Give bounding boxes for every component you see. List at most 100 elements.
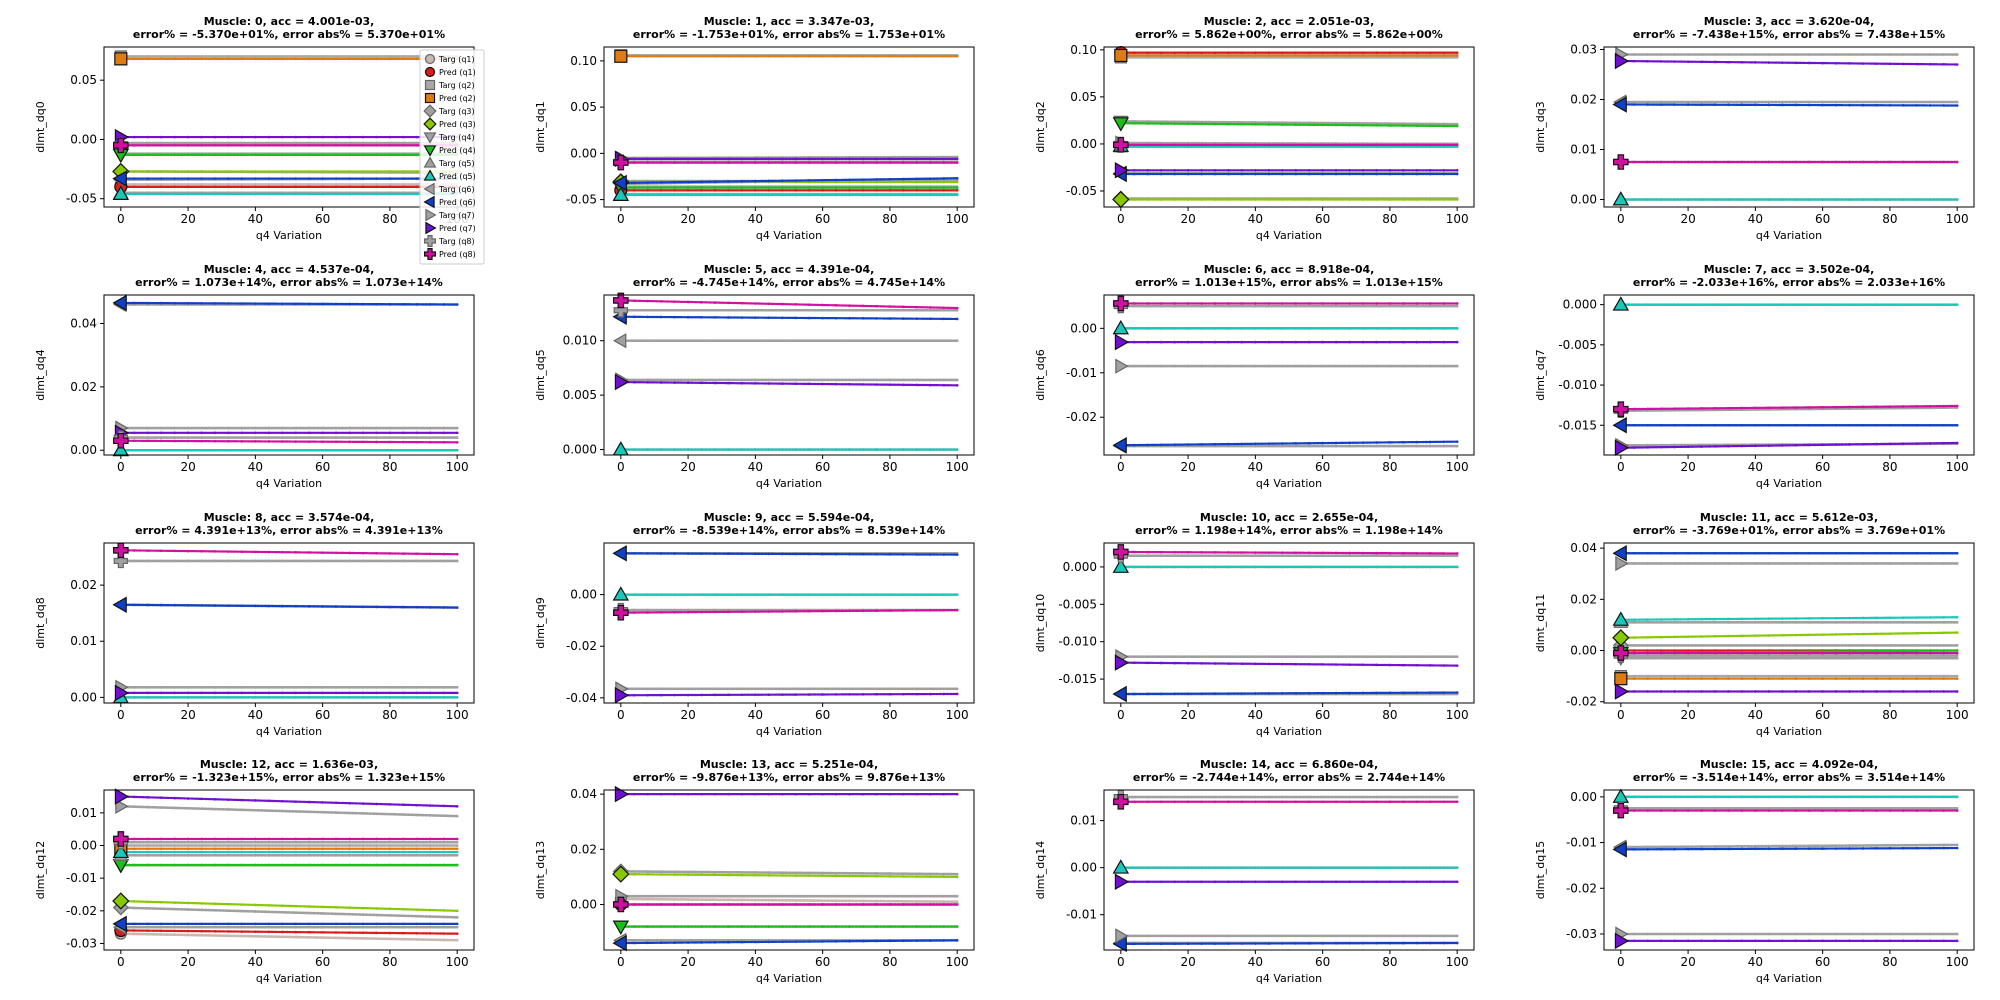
series-dot — [1861, 651, 1865, 655]
x-tick-label: 0 — [1617, 212, 1625, 226]
series-dot — [402, 925, 405, 929]
series-dot — [754, 339, 757, 343]
axes-frame — [603, 294, 975, 456]
series-dot — [361, 837, 365, 841]
series-dot — [1334, 198, 1338, 201]
series-dot — [1659, 635, 1663, 639]
x-tick-label: 40 — [748, 708, 763, 722]
series-dot — [402, 914, 405, 918]
series-dot — [767, 382, 771, 385]
series-dot — [132, 844, 136, 847]
series-dot — [348, 931, 351, 934]
y-axis-label: dlmt_dq9 — [534, 597, 547, 649]
series-dot — [928, 448, 932, 451]
series-dot — [834, 871, 838, 875]
series-dot — [1955, 615, 1959, 619]
series-dot — [686, 189, 690, 192]
series-group — [619, 299, 959, 451]
series-dot — [173, 854, 176, 857]
subplot-title: error% = -7.438e+15%, error abs% = 7.438… — [1633, 28, 1945, 41]
series-dot — [659, 873, 663, 876]
series-dot — [1754, 160, 1757, 164]
series-dot — [1200, 327, 1203, 330]
series-dot — [848, 903, 851, 906]
series-dot — [1294, 691, 1298, 695]
series-dot — [1632, 654, 1636, 657]
series-dot — [227, 902, 230, 906]
series-dot — [754, 687, 757, 691]
series-dot — [1767, 423, 1771, 427]
series-dot — [686, 939, 690, 942]
series-dot — [173, 844, 176, 847]
series-dot — [902, 189, 905, 192]
series-dot — [200, 153, 203, 157]
series-dot — [334, 55, 338, 58]
series-dot — [348, 837, 351, 841]
series-dot — [428, 844, 432, 847]
series-dot — [267, 935, 271, 938]
x-tick-label: 20 — [680, 212, 695, 226]
series-dot — [1700, 621, 1703, 624]
series-dot — [159, 837, 163, 841]
series-dot — [334, 850, 338, 854]
series-dot — [915, 900, 919, 903]
series-dot — [659, 939, 663, 942]
series-dot — [1442, 364, 1446, 368]
series-dot — [1928, 442, 1932, 445]
series-dot — [1673, 690, 1676, 693]
series-dot — [673, 792, 676, 796]
series-dot — [1254, 143, 1257, 147]
series-dot — [1686, 100, 1690, 104]
series-dot — [888, 193, 892, 197]
x-tick-label: 0 — [1617, 460, 1625, 474]
series-dot — [1902, 198, 1905, 201]
series-dot — [348, 183, 351, 186]
series-start-marker — [613, 604, 629, 621]
series-dot — [186, 922, 190, 926]
series-dot — [713, 792, 717, 796]
series-dot — [1632, 636, 1636, 639]
series-dot — [1159, 795, 1163, 799]
series-dot — [1875, 160, 1878, 164]
series-dot — [1294, 442, 1298, 445]
series-dot — [1254, 800, 1257, 804]
series-dot — [1848, 562, 1851, 565]
series-dot — [848, 193, 851, 197]
series-dot — [1700, 656, 1703, 660]
series-dot — [1713, 649, 1717, 652]
series-dot — [240, 696, 244, 699]
series-dot — [807, 448, 811, 451]
series-dot — [348, 906, 351, 909]
series-dot — [146, 900, 150, 904]
series-start-marker — [1614, 439, 1630, 456]
series-dot — [902, 792, 905, 796]
series-dot — [1159, 942, 1163, 946]
series-line — [1119, 691, 1459, 696]
series-dot — [1700, 551, 1703, 555]
series-dot — [1186, 304, 1190, 308]
series-dot — [1415, 168, 1419, 172]
series-dot — [1713, 303, 1717, 306]
series-dot — [1200, 122, 1203, 126]
x-tick-label: 20 — [180, 955, 195, 969]
series-dot — [361, 696, 365, 699]
series-dot — [455, 938, 459, 942]
series-dot — [186, 301, 190, 305]
series-dot — [1146, 51, 1150, 54]
series-dot — [159, 796, 163, 800]
x-tick-label: 100 — [1946, 212, 1969, 226]
series-dot — [173, 448, 176, 452]
series-dot — [1200, 51, 1203, 54]
series-dot — [307, 57, 311, 61]
series-dot — [1780, 303, 1784, 306]
series-dot — [1402, 56, 1405, 59]
series-dot — [686, 593, 690, 596]
series-dot — [402, 185, 405, 189]
series-dot — [1767, 551, 1771, 555]
series-dot — [1375, 554, 1378, 558]
series-dot — [1294, 551, 1298, 555]
series-dot — [227, 426, 230, 430]
series-dot — [1794, 617, 1798, 620]
series-dot — [848, 687, 851, 691]
series-dot — [240, 431, 244, 435]
